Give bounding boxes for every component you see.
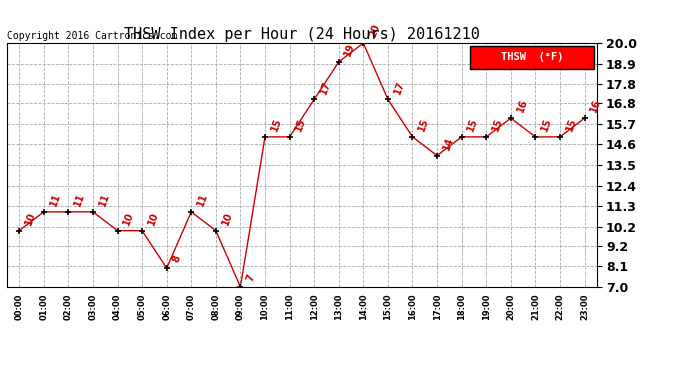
Text: 15: 15 [466,117,480,133]
Text: 15: 15 [269,117,283,133]
Text: 16: 16 [515,98,529,114]
Text: 15: 15 [417,117,431,133]
Text: 16: 16 [589,98,603,114]
Text: 7: 7 [244,273,256,283]
Text: THSW  (°F): THSW (°F) [501,52,563,62]
Text: 15: 15 [294,117,308,133]
Text: 14: 14 [441,135,455,152]
Text: 11: 11 [72,192,86,208]
Text: 11: 11 [48,192,62,208]
Text: 15: 15 [491,117,504,133]
Text: 11: 11 [195,192,210,208]
Text: 11: 11 [97,192,111,208]
Text: 15: 15 [540,117,553,133]
Text: 8: 8 [171,254,183,264]
Text: 10: 10 [220,210,234,226]
Text: 17: 17 [318,79,333,95]
Text: 17: 17 [392,79,406,95]
Text: 10: 10 [121,210,136,226]
Text: Copyright 2016 Cartronics.com: Copyright 2016 Cartronics.com [7,31,177,41]
FancyBboxPatch shape [470,46,594,69]
Text: 10: 10 [146,210,160,226]
Title: THSW Index per Hour (24 Hours) 20161210: THSW Index per Hour (24 Hours) 20161210 [124,27,480,42]
Text: 20: 20 [368,23,382,39]
Text: 10: 10 [23,210,37,226]
Text: 19: 19 [343,42,357,58]
Text: 15: 15 [564,117,578,133]
